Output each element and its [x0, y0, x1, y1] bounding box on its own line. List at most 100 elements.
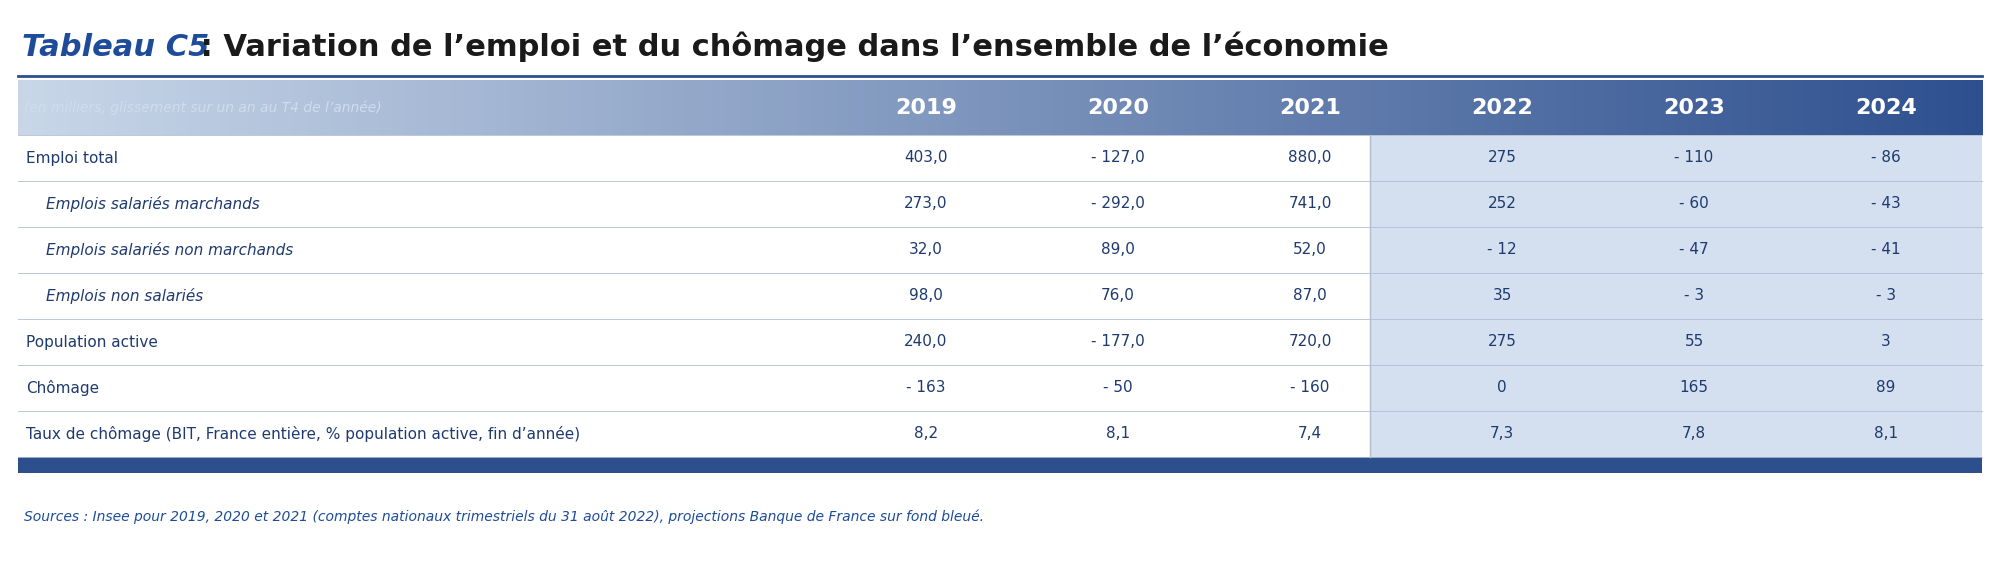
Bar: [810, 80, 818, 135]
Bar: [1370, 273, 1982, 319]
Bar: [562, 80, 568, 135]
Bar: [392, 80, 398, 135]
Bar: [1792, 80, 1800, 135]
Text: 741,0: 741,0: [1288, 196, 1332, 212]
Text: 2020: 2020: [1088, 97, 1148, 118]
Bar: [718, 80, 726, 135]
Bar: [430, 80, 438, 135]
Bar: [444, 80, 450, 135]
Bar: [1412, 80, 1420, 135]
Bar: [1518, 80, 1524, 135]
Bar: [18, 319, 1370, 365]
Bar: [194, 80, 202, 135]
Bar: [122, 80, 130, 135]
Bar: [18, 227, 1370, 273]
Bar: [1288, 80, 1296, 135]
Bar: [32, 80, 38, 135]
Bar: [1118, 80, 1124, 135]
Bar: [914, 80, 922, 135]
Bar: [522, 80, 530, 135]
Bar: [1858, 80, 1864, 135]
Bar: [1942, 80, 1950, 135]
Bar: [266, 80, 274, 135]
Bar: [76, 80, 84, 135]
Bar: [1596, 80, 1602, 135]
Bar: [672, 80, 680, 135]
Bar: [1268, 80, 1276, 135]
Bar: [1930, 80, 1936, 135]
Bar: [960, 80, 968, 135]
Bar: [1040, 80, 1046, 135]
Bar: [1852, 80, 1858, 135]
Bar: [1202, 80, 1210, 135]
Bar: [70, 80, 78, 135]
Bar: [1426, 80, 1432, 135]
Bar: [1066, 80, 1072, 135]
Bar: [214, 80, 222, 135]
Bar: [496, 80, 502, 135]
Bar: [548, 80, 556, 135]
Bar: [1242, 80, 1250, 135]
Bar: [732, 80, 738, 135]
Bar: [18, 273, 1370, 319]
Bar: [836, 80, 844, 135]
Bar: [1320, 80, 1328, 135]
Text: 3: 3: [1882, 334, 1890, 350]
Bar: [1210, 80, 1216, 135]
Text: Emplois salariés non marchands: Emplois salariés non marchands: [46, 242, 294, 258]
Bar: [24, 80, 32, 135]
Bar: [418, 80, 424, 135]
Bar: [110, 80, 116, 135]
Bar: [1654, 80, 1662, 135]
Bar: [208, 80, 214, 135]
Bar: [994, 80, 1000, 135]
Bar: [686, 80, 692, 135]
Bar: [1590, 80, 1596, 135]
Text: 2024: 2024: [1856, 97, 1916, 118]
Bar: [1812, 80, 1818, 135]
Bar: [660, 80, 666, 135]
Bar: [1726, 80, 1734, 135]
Bar: [824, 80, 830, 135]
Bar: [1798, 80, 1806, 135]
Bar: [856, 80, 864, 135]
Text: 7,8: 7,8: [1682, 427, 1706, 441]
Bar: [1884, 80, 1890, 135]
Bar: [738, 80, 746, 135]
Bar: [398, 80, 404, 135]
Text: - 86: - 86: [1872, 150, 1900, 166]
Bar: [888, 80, 896, 135]
Text: Emplois salariés marchands: Emplois salariés marchands: [46, 196, 260, 212]
Bar: [18, 80, 26, 135]
Bar: [1628, 80, 1636, 135]
Bar: [1032, 80, 1040, 135]
Bar: [326, 80, 332, 135]
Bar: [1104, 80, 1112, 135]
Bar: [240, 80, 248, 135]
Bar: [1346, 80, 1354, 135]
Bar: [64, 80, 70, 135]
Bar: [1392, 80, 1400, 135]
Text: 35: 35: [1492, 288, 1512, 303]
Bar: [1052, 80, 1060, 135]
Bar: [1962, 80, 1970, 135]
Bar: [1708, 80, 1714, 135]
Bar: [1956, 80, 1962, 135]
Bar: [18, 135, 1370, 181]
Bar: [554, 80, 562, 135]
Bar: [312, 80, 320, 135]
Text: 880,0: 880,0: [1288, 150, 1332, 166]
Bar: [528, 80, 536, 135]
Bar: [1144, 80, 1152, 135]
Bar: [168, 80, 176, 135]
Bar: [666, 80, 674, 135]
Bar: [1700, 80, 1708, 135]
Text: 720,0: 720,0: [1288, 334, 1332, 350]
Bar: [1334, 80, 1340, 135]
Text: - 41: - 41: [1872, 243, 1900, 257]
Bar: [352, 80, 358, 135]
Bar: [346, 80, 352, 135]
Bar: [594, 80, 602, 135]
Bar: [1674, 80, 1682, 135]
Bar: [542, 80, 548, 135]
